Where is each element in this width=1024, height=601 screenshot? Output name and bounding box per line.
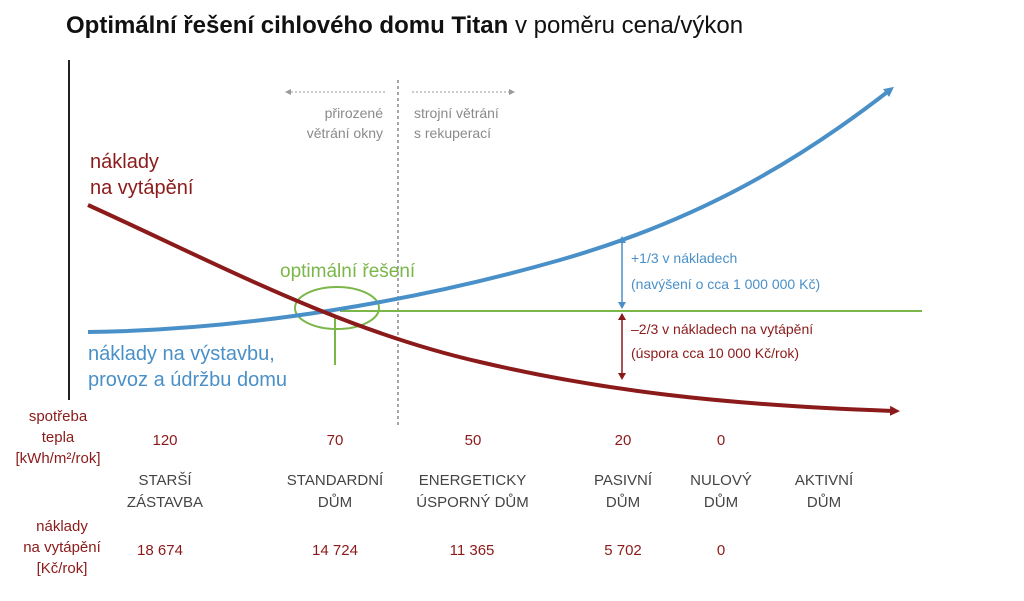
- optimal-label: optimální řešení: [280, 261, 416, 282]
- mech-vent-label-1: strojní větrání: [414, 105, 499, 121]
- plus-cost-arrow-top: [618, 236, 626, 243]
- consumption-row-label-2: tepla: [41, 429, 75, 446]
- natural-vent-arrowhead: [285, 89, 291, 95]
- category-name-line-1: AKTIVNÍ: [794, 472, 854, 489]
- category-name-line-2: DŮM: [703, 494, 739, 511]
- heating-cost-value: 11 365: [449, 542, 495, 559]
- heating-cost-value: 14 724: [312, 542, 358, 559]
- heating-cost-curve: [87, 203, 900, 416]
- plus-cost-label-1: +1/3 v nákladech: [631, 250, 737, 266]
- natural-vent-label-2: větrání okny: [307, 125, 383, 141]
- consumption-value: 0: [716, 432, 726, 449]
- plus-cost-label-2: (navýšení o cca 1 000 000 Kč): [631, 276, 820, 292]
- construction-costs-label-2: provoz a údržbu domu: [88, 369, 287, 391]
- mech-vent-arrowhead: [509, 89, 515, 95]
- heating-costs-label-2: na vytápění: [90, 177, 194, 199]
- minus-cost-arrow-top: [618, 313, 626, 320]
- title-bold: Optimální řešení cihlového domu Titan: [66, 12, 509, 39]
- category-name-line-1: NULOVÝ: [690, 472, 752, 489]
- consumption-row-label: spotřeba tepla [kWh/m²/rok]: [6, 406, 110, 469]
- heating-row-label-1: náklady: [36, 518, 88, 535]
- heating-cost-value: 18 674: [137, 542, 183, 559]
- mech-vent-label-2: s rekuperací: [414, 125, 491, 141]
- heating-row-label-2: na vytápění: [23, 539, 101, 556]
- x-axis-arrow: [69, 400, 885, 412]
- heating-cost-value: 0: [716, 542, 726, 559]
- heating-row-label: náklady na vytápění [Kč/rok]: [10, 516, 114, 579]
- category-name-line-1: ENERGETICKY: [418, 472, 527, 489]
- consumption-value: 50: [464, 432, 482, 449]
- category-name-line-1: PASIVNÍ: [593, 472, 653, 489]
- category-name-line-2: ZÁSTAVBA: [126, 494, 204, 511]
- consumption-value: 120: [152, 432, 178, 449]
- consumption-row-label-3: [kWh/m²/rok]: [15, 450, 101, 467]
- consumption-value: 20: [614, 432, 632, 449]
- category-name-line-2: DŮM: [317, 494, 353, 511]
- category-name: ENERGETICKY ÚSPORNÝ DŮM: [400, 470, 545, 514]
- title-rest: v poměru cena/výkon: [508, 12, 744, 39]
- construction-costs-label-1: náklady na výstavbu,: [88, 343, 275, 365]
- category-name-line-2: ÚSPORNÝ DŮM: [416, 494, 529, 511]
- plus-cost-arrow-bottom: [618, 302, 626, 309]
- category-name: AKTIVNÍ DŮM: [774, 470, 874, 514]
- category-name-line-1: STANDARDNÍ: [286, 472, 384, 489]
- consumption-row-label-1: spotřeba: [28, 408, 88, 425]
- heating-costs-label-1: náklady: [90, 151, 159, 173]
- heating-cost-value: 5 702: [604, 542, 642, 559]
- natural-vent-label-1: přirozené: [325, 105, 384, 121]
- category-name: NULOVÝ DŮM: [671, 470, 771, 514]
- category-name-line-2: DŮM: [605, 494, 641, 511]
- construction-cost-curve: [87, 86, 894, 334]
- minus-cost-label-1: –2/3 v nákladech na vytápění: [631, 321, 813, 337]
- page-title: Optimální řešení cihlového domu Titan v …: [66, 12, 743, 40]
- category-name-line-2: DŮM: [806, 494, 842, 511]
- category-name-line-1: STARŠÍ: [138, 472, 192, 489]
- category-name: STARŠÍ ZÁSTAVBA: [110, 470, 220, 514]
- consumption-value: 70: [326, 432, 344, 449]
- optimal-ellipse: [294, 286, 380, 330]
- category-name: PASIVNÍ DŮM: [573, 470, 673, 514]
- minus-cost-arrow-bottom: [618, 373, 626, 380]
- category-name: STANDARDNÍ DŮM: [275, 470, 395, 514]
- heating-row-label-3: [Kč/rok]: [36, 560, 88, 577]
- minus-cost-label-2: (úspora cca 10 000 Kč/rok): [631, 345, 799, 361]
